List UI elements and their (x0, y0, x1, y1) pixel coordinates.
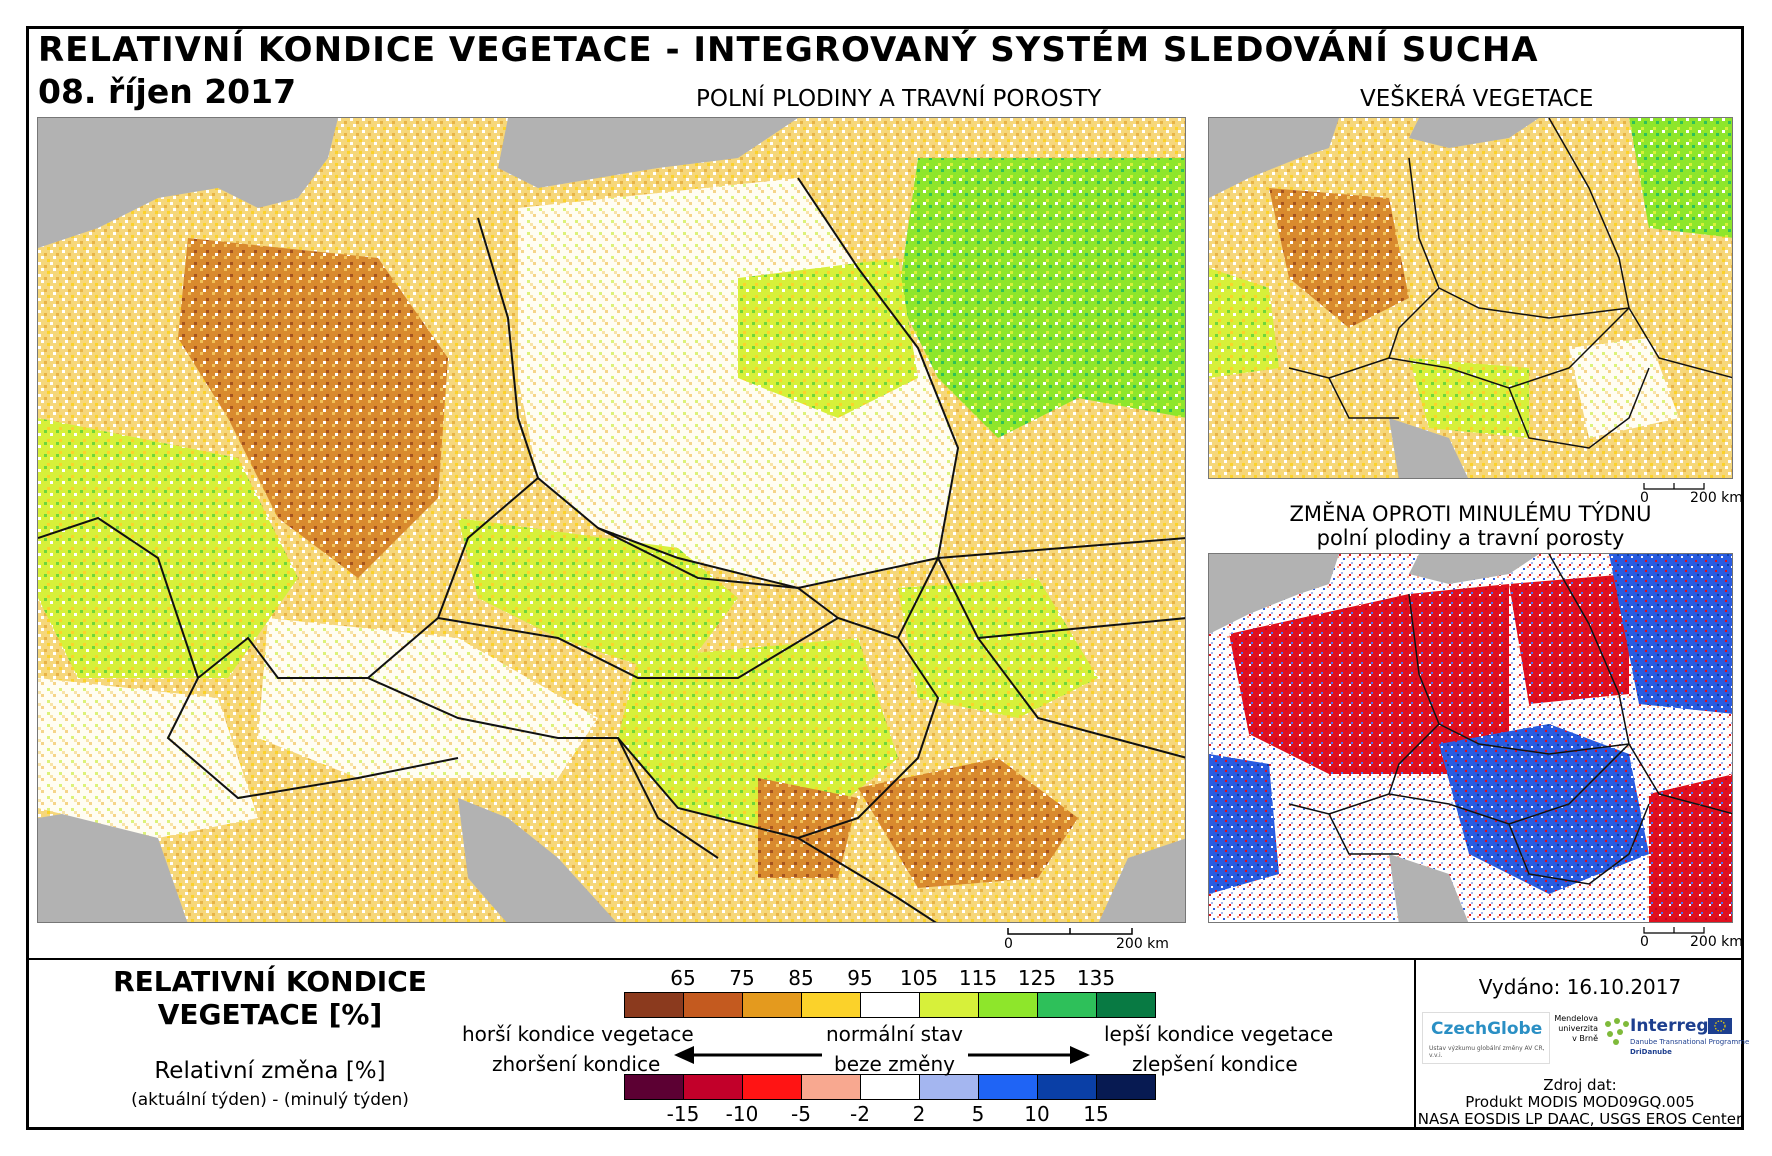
main-scale-zero: 0 (1004, 936, 1013, 952)
interreg-subtitle1: Danube Transnational Programme (1630, 1038, 1750, 1046)
change-tick-label: -5 (791, 1102, 811, 1126)
condition-tick-label: 65 (670, 966, 696, 990)
condition-swatch (1037, 992, 1097, 1018)
no-change-label: beze změny (834, 1052, 955, 1076)
change-swatch (624, 1074, 684, 1100)
logos: CzechGlobe Ústav výzkumu globální změny … (1422, 1012, 1749, 1066)
condition-tick-label: 105 (899, 966, 939, 990)
change-swatch (801, 1074, 861, 1100)
condition-tick-label: 85 (788, 966, 814, 990)
change-swatch (683, 1074, 743, 1100)
mendel-logo: Mendelova univerzita v Brně (1554, 1014, 1598, 1044)
main-scale-200: 200 km (1116, 936, 1169, 952)
change-tick-label: -10 (725, 1102, 759, 1126)
condition-swatch (978, 992, 1038, 1018)
condition-tick-label: 135 (1076, 966, 1116, 990)
source-provider: NASA EOSDIS LP DAAC, USGS EROS Center (1417, 1110, 1743, 1128)
czechglobe-subtitle: Ústav výzkumu globální změny AV ČR, v.v.… (1429, 1045, 1545, 1059)
change-map-title: ZMĚNA OPROTI MINULÉMU TÝDNU polní plodin… (1208, 502, 1733, 550)
condition-tick-label: 125 (1017, 966, 1057, 990)
all-scale-200: 200 km (1690, 490, 1743, 506)
mendel-emblem-icon (1605, 1018, 1629, 1045)
change-map (1208, 553, 1733, 923)
czechglobe-name: CzechGlobe (1431, 1019, 1543, 1039)
czechglobe-logo: CzechGlobe Ústav výzkumu globální změny … (1422, 1012, 1550, 1064)
info-separator (1414, 960, 1416, 1128)
eu-flag-icon (1708, 1018, 1732, 1034)
map-date: 08. říjen 2017 (38, 72, 297, 111)
change-tick-label: 5 (971, 1102, 985, 1126)
main-map (37, 117, 1186, 923)
condition-swatch (801, 992, 861, 1018)
source-title: Zdroj dat: (1543, 1076, 1617, 1094)
condition-swatch (860, 992, 920, 1018)
legend-separator (29, 958, 1741, 960)
change-tick-label: 10 (1024, 1102, 1050, 1126)
change-scale-200: 200 km (1690, 934, 1743, 950)
all-scale-zero: 0 (1640, 490, 1649, 506)
legend-title: RELATIVNÍ KONDICE VEGETACE [%] (70, 965, 470, 1031)
change-swatch (978, 1074, 1038, 1100)
change-title-line2: polní plodiny a travní porosty (1316, 526, 1625, 550)
arrows-icon (674, 1046, 1090, 1064)
all-vegetation-map (1208, 117, 1733, 479)
mendel-line2: univerzita (1558, 1024, 1598, 1033)
condition-tick-label: 115 (958, 966, 998, 990)
normal-state-label: normální stav (826, 1022, 964, 1046)
main-map-title: POLNÍ PLODINY A TRAVNÍ POROSTY (696, 86, 1102, 112)
change-legend-title: Relativní změna [%] (154, 1058, 386, 1084)
issued-date: Vydáno: 16.10.2017 (1478, 975, 1682, 999)
change-legend-subtitle: (aktuální týden) - (minulý týden) (131, 1090, 409, 1110)
condition-swatch (919, 992, 979, 1018)
change-swatch (860, 1074, 920, 1100)
change-tick-label: 2 (912, 1102, 926, 1126)
condition-swatch (624, 992, 684, 1018)
legend-title-line1: RELATIVNÍ KONDICE (113, 965, 427, 998)
change-title-line1: ZMĚNA OPROTI MINULÉMU TÝDNU (1289, 502, 1652, 526)
worse-condition-label: horší kondice vegetace (462, 1022, 694, 1046)
mendel-line1: Mendelova (1554, 1014, 1598, 1023)
change-tick-label: 15 (1083, 1102, 1109, 1126)
condition-swatch (742, 992, 802, 1018)
worse-change-label: zhoršení kondice (492, 1052, 661, 1076)
condition-tick-label: 75 (729, 966, 755, 990)
mendel-line3: v Brně (1572, 1034, 1598, 1043)
data-source: Zdroj dat: Produkt MODIS MOD09GQ.005 NAS… (1416, 1077, 1744, 1128)
change-swatch (1037, 1074, 1097, 1100)
interreg-subtitle2: DriDanube (1630, 1048, 1672, 1056)
change-scale-zero: 0 (1640, 934, 1649, 950)
change-swatch (1096, 1074, 1156, 1100)
condition-swatch (683, 992, 743, 1018)
condition-tick-label: 95 (847, 966, 873, 990)
change-swatch (919, 1074, 979, 1100)
better-change-label: zlepšení kondice (1132, 1052, 1298, 1076)
change-tick-label: -15 (666, 1102, 700, 1126)
legend-title-line2: VEGETACE [%] (157, 998, 383, 1031)
change-tick-label: -2 (850, 1102, 870, 1126)
page-title: RELATIVNÍ KONDICE VEGETACE - INTEGROVANÝ… (38, 30, 1539, 70)
change-swatch (742, 1074, 802, 1100)
better-condition-label: lepší kondice vegetace (1104, 1022, 1334, 1046)
source-product: Produkt MODIS MOD09GQ.005 (1465, 1093, 1695, 1111)
condition-swatch (1096, 992, 1156, 1018)
interreg-name: Interreg (1630, 1016, 1709, 1036)
all-vegetation-title: VEŠKERÁ VEGETACE (1360, 86, 1594, 112)
